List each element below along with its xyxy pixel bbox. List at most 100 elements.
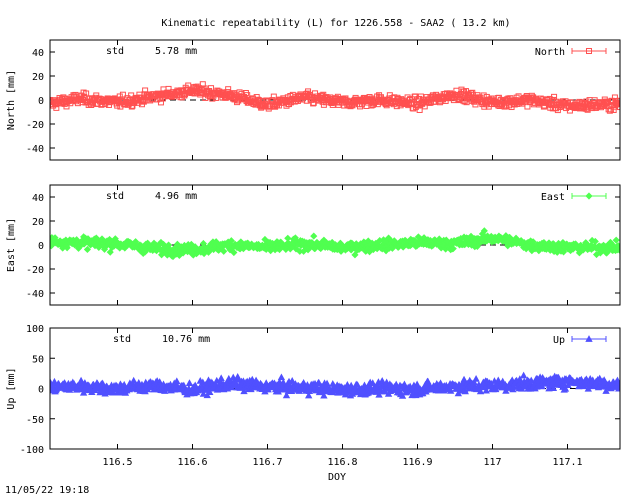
- legend-marker: [585, 192, 593, 200]
- data-point: [305, 391, 313, 399]
- x-tick-label: 116.7: [252, 457, 282, 468]
- data-point: [591, 237, 599, 245]
- legend-label: Up: [553, 335, 565, 346]
- data-point: [119, 91, 126, 98]
- plot-frame: [49, 327, 621, 450]
- y-tick-label: -50: [26, 415, 44, 426]
- data-point: [83, 245, 91, 254]
- data-points: [50, 81, 620, 114]
- std-label: std: [113, 334, 131, 345]
- data-point: [206, 388, 214, 396]
- timestamp: 11/05/22 19:18: [5, 485, 89, 496]
- data-point: [199, 390, 208, 397]
- data-point: [282, 391, 291, 399]
- figure-title: Kinematic repeatability (L) for 1226.558…: [161, 18, 510, 29]
- data-point: [277, 373, 286, 381]
- data-point: [185, 379, 194, 386]
- y-tick-label: -100: [20, 445, 44, 456]
- y-tick-label: -20: [26, 120, 44, 131]
- data-point: [157, 99, 164, 106]
- data-point: [217, 374, 225, 382]
- data-point: [83, 90, 90, 97]
- data-point: [519, 371, 528, 379]
- legend-label: East: [541, 192, 565, 203]
- x-tick-label: 116.5: [102, 457, 132, 468]
- data-point: [275, 245, 284, 254]
- data-point: [126, 96, 133, 103]
- data-point: [180, 381, 188, 389]
- plot-frame: [49, 184, 621, 306]
- y-tick-label: -40: [26, 144, 44, 155]
- data-point: [398, 392, 407, 399]
- data-point: [130, 376, 138, 384]
- data-point: [375, 390, 383, 398]
- data-point: [561, 384, 570, 392]
- data-point: [602, 387, 610, 394]
- data-point: [74, 100, 81, 107]
- data-point: [63, 244, 71, 252]
- data-point: [292, 245, 300, 253]
- data-point: [616, 245, 620, 253]
- legend-label: North: [535, 47, 565, 58]
- legend-marker: [586, 48, 592, 54]
- plot-frame: [49, 39, 621, 161]
- data-point: [279, 378, 287, 386]
- data-point: [230, 248, 238, 257]
- data-point: [248, 375, 256, 383]
- y-tick-label: 20: [32, 217, 44, 228]
- y-axis-label: East [mm]: [6, 218, 17, 272]
- data-point: [472, 101, 479, 108]
- data-point: [575, 249, 583, 257]
- y-tick-label: -40: [26, 289, 44, 300]
- data-point: [227, 237, 235, 245]
- data-point: [173, 377, 181, 385]
- std-value: 5.78 mm: [155, 46, 197, 57]
- data-point: [616, 380, 620, 388]
- data-point: [606, 107, 613, 114]
- y-tick-label: -20: [26, 265, 44, 276]
- std-label: std: [106, 46, 124, 57]
- data-point: [284, 234, 292, 242]
- std-value: 4.96 mm: [155, 191, 197, 202]
- data-points: [50, 371, 620, 399]
- panel-east: 40 20 0 -20 -40 East [mm] std 4.96 mm East: [6, 184, 621, 306]
- x-tick-label: 117: [483, 457, 501, 468]
- data-point: [315, 378, 323, 386]
- panels: 40 20 0 -20 -40 North [mm] std 5.78 mm North 40 20…: [6, 39, 621, 468]
- data-point: [615, 99, 620, 106]
- y-tick-label: 100: [26, 324, 44, 335]
- data-point: [495, 102, 502, 109]
- data-point: [615, 101, 620, 108]
- data-point: [527, 376, 535, 384]
- y-axis-label: North [mm]: [6, 70, 17, 130]
- data-point: [447, 387, 455, 394]
- data-point: [50, 377, 59, 385]
- data-point: [353, 381, 362, 388]
- data-point: [240, 387, 248, 395]
- y-tick-label: 0: [38, 385, 44, 396]
- legend-marker: [585, 335, 593, 342]
- data-point: [482, 386, 490, 394]
- y-tick-label: 40: [32, 48, 44, 59]
- data-point: [449, 245, 457, 253]
- data-point: [470, 378, 478, 386]
- data-point: [320, 391, 328, 399]
- data-point: [234, 99, 241, 106]
- y-tick-label: 20: [32, 72, 44, 83]
- y-tick-label: 0: [38, 241, 44, 252]
- data-point: [480, 92, 487, 99]
- data-points: [50, 227, 620, 261]
- x-tick-label: 116.6: [177, 457, 207, 468]
- data-point: [549, 97, 556, 104]
- data-point: [305, 88, 312, 95]
- data-point: [472, 375, 480, 382]
- data-point: [395, 95, 402, 102]
- std-label: std: [106, 191, 124, 202]
- y-tick-label: 50: [32, 354, 44, 365]
- data-point: [480, 227, 488, 235]
- data-point: [220, 247, 228, 255]
- x-tick-label: 117.1: [552, 457, 582, 468]
- data-point: [185, 82, 192, 89]
- data-point: [121, 100, 128, 107]
